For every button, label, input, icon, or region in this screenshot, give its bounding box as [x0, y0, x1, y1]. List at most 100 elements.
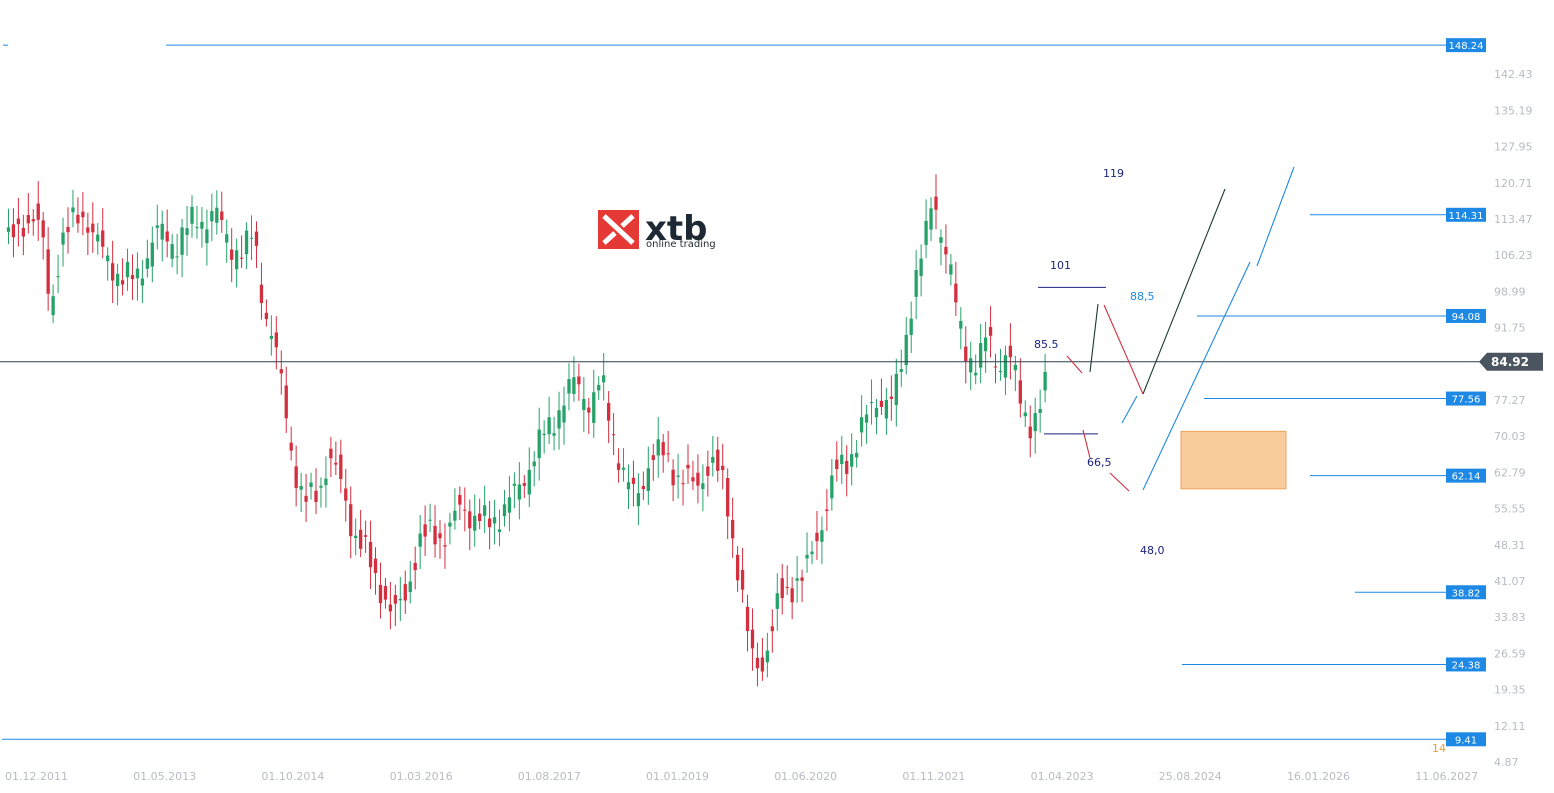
- candle: [363, 520, 368, 553]
- candle: [706, 450, 710, 497]
- candle: [800, 569, 804, 602]
- target-zone-box: [1180, 430, 1287, 490]
- candle: [656, 416, 660, 478]
- candle: [592, 369, 596, 438]
- candle: [76, 197, 80, 233]
- candle: [527, 447, 531, 508]
- x-tick-label: 01.10.2014: [261, 770, 324, 783]
- candle: [721, 443, 725, 490]
- candle: [408, 561, 412, 604]
- candle: [512, 472, 517, 509]
- candle: [165, 209, 169, 258]
- candle: [383, 577, 388, 609]
- svg-text:62.14: 62.14: [1452, 472, 1481, 483]
- candle: [597, 376, 601, 400]
- candle: [854, 440, 859, 468]
- candle: [428, 503, 432, 533]
- candle: [180, 218, 184, 278]
- candle: [1023, 400, 1027, 427]
- logo-name: xtb: [645, 209, 708, 249]
- corner-label: 14: [1432, 742, 1446, 755]
- candle: [735, 546, 740, 592]
- candle: [11, 208, 16, 258]
- candle: [502, 489, 507, 527]
- candle: [815, 511, 819, 560]
- candle: [210, 193, 214, 242]
- candle: [319, 477, 323, 508]
- candle: [547, 396, 551, 445]
- candle: [36, 181, 40, 241]
- candle: [711, 436, 715, 477]
- y-tick-label: 4.87: [1494, 756, 1519, 769]
- candle: [155, 204, 159, 250]
- candle: [567, 363, 571, 411]
- candle: [81, 191, 85, 236]
- candle: [358, 509, 363, 558]
- candle: [572, 356, 576, 402]
- candle: [820, 516, 824, 565]
- projection-paths: [1066, 166, 1295, 492]
- projection-red-2: [1103, 304, 1144, 395]
- y-tick-label: 48.31: [1494, 539, 1526, 552]
- candle: [859, 395, 864, 447]
- projection-red-1: [1066, 355, 1083, 374]
- candle: [606, 391, 611, 444]
- candle: [56, 254, 60, 294]
- candle: [745, 594, 750, 652]
- target-zone: [1180, 430, 1287, 490]
- candle: [755, 642, 760, 687]
- candle: [805, 532, 809, 573]
- candle: [423, 505, 427, 556]
- candle: [1028, 405, 1032, 458]
- candle: [125, 248, 130, 291]
- candle: [959, 307, 963, 350]
- candle: [557, 391, 561, 450]
- y-tick-label: 91.75: [1494, 322, 1526, 335]
- y-tick-label: 135.19: [1494, 104, 1533, 117]
- level-label-9.41: 9.41: [1446, 732, 1486, 747]
- candle: [770, 609, 774, 653]
- svg-text:148.24: 148.24: [1449, 41, 1484, 52]
- projection-blue-2: [1142, 261, 1251, 491]
- x-tick-label: 11.06.2027: [1415, 770, 1478, 783]
- x-tick-label: 01.04.2023: [1031, 770, 1094, 783]
- candle: [140, 259, 145, 304]
- candle: [696, 454, 700, 504]
- annotation-label: 66,5: [1087, 456, 1112, 469]
- projection-blue-1: [1121, 395, 1138, 424]
- candle: [904, 317, 908, 375]
- candle: [433, 505, 437, 558]
- level-label-77.56: 77.56: [1446, 391, 1486, 406]
- y-tick-label: 55.55: [1494, 503, 1526, 516]
- y-tick-label: 26.59: [1494, 647, 1526, 660]
- projection-dark-2: [1142, 188, 1226, 395]
- candle: [448, 512, 452, 545]
- candle: [468, 499, 472, 551]
- candle: [929, 197, 933, 242]
- candle: [978, 324, 983, 384]
- candle: [453, 488, 457, 530]
- candle: [701, 464, 705, 512]
- candle: [497, 509, 502, 547]
- candle: [16, 197, 21, 247]
- candle: [974, 354, 978, 385]
- candle: [234, 238, 239, 288]
- candle: [507, 475, 512, 532]
- candle: [264, 299, 269, 327]
- annotation-label: 101: [1050, 259, 1071, 272]
- candle: [1033, 397, 1037, 454]
- x-tick-label: 01.03.2016: [390, 770, 453, 783]
- candle: [205, 209, 209, 266]
- candle: [537, 407, 541, 481]
- candle: [830, 458, 834, 511]
- candle: [825, 489, 829, 532]
- candle: [716, 436, 720, 482]
- candle: [602, 353, 606, 401]
- candle: [869, 379, 874, 425]
- candle: [949, 253, 953, 286]
- candle: [478, 498, 482, 530]
- candle: [403, 570, 407, 614]
- projection-blue-3: [1256, 166, 1295, 267]
- candle: [954, 261, 958, 316]
- y-tick-label: 98.99: [1494, 285, 1526, 298]
